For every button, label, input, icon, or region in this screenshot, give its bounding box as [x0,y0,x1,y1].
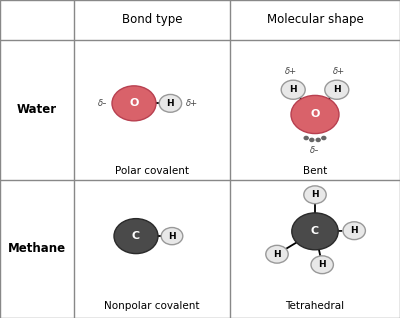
Text: δ+: δ+ [285,67,297,76]
Circle shape [266,245,288,263]
Text: Tetrahedral: Tetrahedral [286,301,344,311]
Text: Methane: Methane [8,242,66,255]
Text: Nonpolar covalent: Nonpolar covalent [104,301,200,311]
Text: H: H [289,85,297,94]
Text: Polar covalent: Polar covalent [115,166,189,176]
Circle shape [281,80,305,99]
Text: H: H [311,190,319,199]
Text: O: O [129,98,139,108]
Text: Bent: Bent [303,166,327,176]
Text: δ–: δ– [310,146,320,155]
Text: H: H [168,232,176,241]
Text: O: O [310,109,320,120]
Circle shape [292,213,338,250]
Text: H: H [318,260,326,269]
Circle shape [159,94,182,112]
Text: δ–: δ– [98,99,107,108]
Circle shape [112,86,156,121]
Circle shape [161,228,183,245]
Text: H: H [350,226,358,235]
Text: δ+: δ+ [186,99,198,108]
Text: C: C [132,231,140,241]
Text: Molecular shape: Molecular shape [267,13,363,26]
Circle shape [304,186,326,204]
Circle shape [325,80,349,99]
Circle shape [304,136,308,140]
Text: H: H [166,99,174,108]
Circle shape [291,95,339,134]
Circle shape [316,138,320,142]
Circle shape [311,256,333,273]
Circle shape [322,136,326,140]
Text: H: H [273,250,281,259]
Text: Bond type: Bond type [122,13,182,26]
Circle shape [343,222,366,240]
Circle shape [114,219,158,254]
Circle shape [310,138,314,142]
Text: Water: Water [17,103,57,116]
Text: δ+: δ+ [333,67,345,76]
Text: H: H [333,85,341,94]
Text: C: C [311,226,319,236]
